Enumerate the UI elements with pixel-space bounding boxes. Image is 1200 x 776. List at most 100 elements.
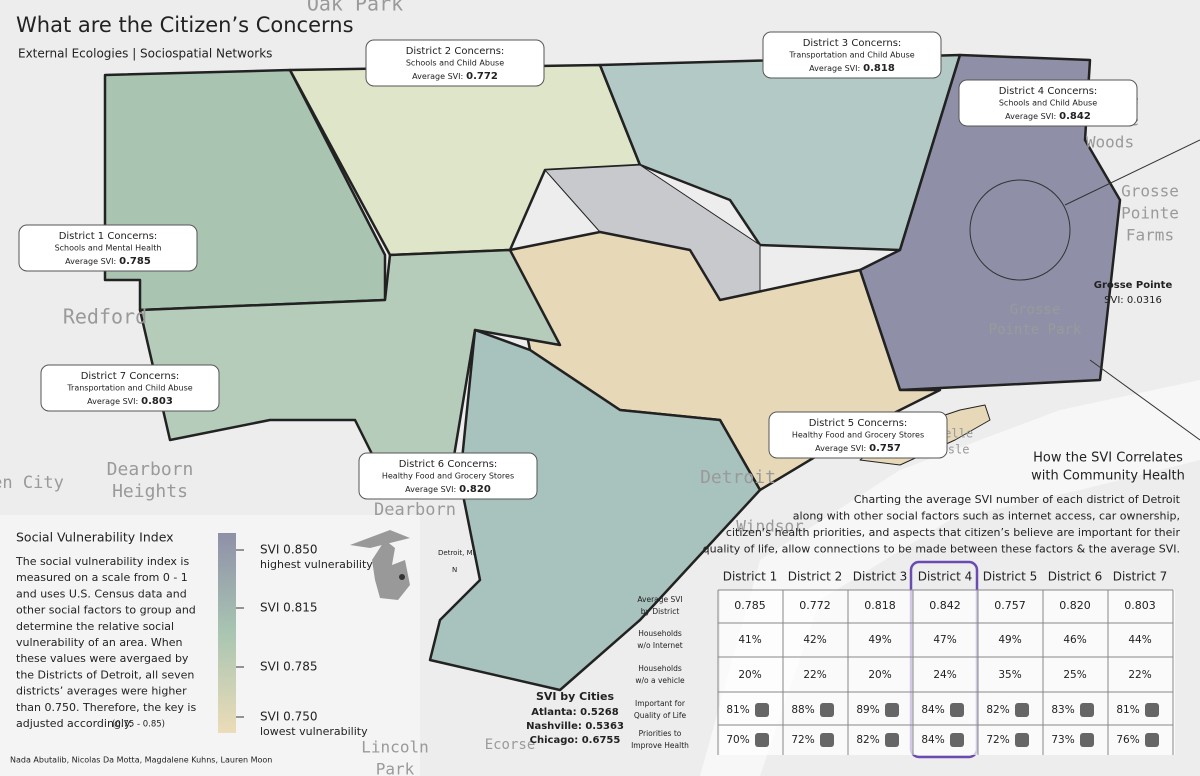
place-label: Woods: [1086, 133, 1134, 152]
row-label: w/o Internet: [637, 641, 682, 650]
city-row: Chicago: 0.6755: [530, 735, 621, 746]
grosse-pointe-svi: SVI: 0.0316: [1104, 295, 1162, 306]
table-cell: 0.818: [864, 599, 896, 612]
row-label: Priorities to: [639, 729, 682, 738]
callout-title: District 5 Concerns:: [809, 418, 908, 429]
svi-label: Average SVI:: [809, 64, 860, 73]
place-label: Redford: [63, 305, 147, 329]
callout-concern: Transportation and Child Abuse: [788, 51, 914, 60]
table-cell: 0.757: [994, 599, 1026, 612]
table-cell: 72%: [791, 734, 814, 746]
callout-svi: Average SVI: 0.785: [65, 256, 151, 267]
legend-text: determine the relative social: [16, 620, 174, 633]
table-cell: 83%: [1051, 704, 1074, 716]
correlation-title: How the SVI Correlates: [1033, 451, 1183, 466]
table-cell: 82%: [856, 734, 879, 746]
row-label: w/o a vehicle: [635, 676, 685, 685]
icon: [820, 703, 834, 717]
callout-title: District 2 Concerns:: [406, 46, 505, 57]
svi-value: 0.842: [1059, 111, 1091, 122]
table-cell: 82%: [986, 704, 1009, 716]
place-label: Lincoln: [361, 738, 428, 757]
table-cell: 42%: [803, 634, 826, 646]
table-cell: 22%: [803, 669, 826, 681]
callout-concern: Healthy Food and Grocery Stores: [382, 472, 514, 481]
legend-text: and uses U.S. Census data and: [16, 587, 187, 600]
callout-box: [768, 411, 948, 459]
legend-gradient: [218, 533, 236, 733]
detroit-dot: [399, 574, 405, 580]
table-cell: 41%: [738, 634, 761, 646]
callout-title: District 4 Concerns:: [999, 86, 1098, 97]
row-label: Households: [638, 664, 682, 673]
callout-box: [358, 452, 538, 500]
column-header: District 1: [723, 570, 778, 584]
legend-text: vulnerability of an area. When: [16, 636, 182, 649]
title: What are the Citizen’s Concerns: [16, 13, 354, 37]
svi-label: Average SVI:: [65, 257, 116, 266]
callout-concern: Transportation and Child Abuse: [66, 384, 192, 393]
district-7: [138, 248, 562, 482]
callout-svi: Average SVI: 0.818: [809, 63, 895, 74]
row-label: Households: [638, 629, 682, 638]
table-cell: 20%: [738, 669, 761, 681]
callout-box: [762, 31, 942, 79]
place-label: Pointe: [1121, 204, 1179, 223]
row-label: by District: [641, 607, 680, 616]
table-cell: 0.820: [1059, 599, 1091, 612]
table-cell: 84%: [921, 734, 944, 746]
grosse-pointe-name: Grosse Pointe: [1094, 280, 1173, 291]
table-cell: 70%: [726, 734, 749, 746]
callout-concern: Healthy Food and Grocery Stores: [792, 431, 924, 440]
callout-title: District 7 Concerns:: [81, 371, 180, 382]
legend-level-sub: highest vulnerability: [260, 558, 373, 571]
legend-level: SVI 0.785: [260, 660, 318, 674]
place-label: Dearborn: [107, 459, 194, 480]
table-cell: 81%: [1116, 704, 1139, 716]
correlation-description: citizen’s health priorities, and aspects…: [726, 526, 1181, 539]
callout-svi: Average SVI: 0.757: [815, 443, 901, 454]
legend-panel: [0, 515, 420, 776]
place-label: Grosse: [1010, 302, 1061, 318]
icon: [755, 733, 769, 747]
legend-text: the Districts of Detroit, all seven: [16, 668, 194, 681]
column-header: District 7: [1113, 570, 1168, 584]
legend-level-sub: lowest vulnerability: [260, 725, 368, 738]
place-label: Farms: [1126, 226, 1174, 245]
svi-value: 0.818: [863, 63, 895, 74]
table-cell: 88%: [791, 704, 814, 716]
correlation-title: with Community Health: [1031, 469, 1185, 484]
place-label: Detroit: [700, 467, 776, 488]
legend-level: SVI 0.815: [260, 601, 318, 615]
legend-text: measured on a scale from 0 - 1: [16, 571, 188, 584]
svi-label: Average SVI:: [405, 485, 456, 494]
callout-concern: Schools and Mental Health: [55, 244, 162, 253]
row-label: Important for: [635, 699, 686, 708]
connector: [1089, 359, 1200, 441]
callout-box: [18, 224, 198, 272]
legend-level: SVI 0.850: [260, 543, 318, 557]
table-bg: [720, 590, 1175, 755]
legend-text: other social factors to group and: [16, 604, 196, 617]
place-label: Ecorse: [485, 737, 536, 753]
callout-box: [365, 39, 545, 87]
legend-text: adjusted accordingly.: [16, 717, 132, 730]
callout-title: District 1 Concerns:: [59, 231, 158, 242]
svi-value: 0.772: [466, 71, 498, 82]
column-header: District 5: [983, 570, 1038, 584]
callout-svi: Average SVI: 0.803: [87, 396, 173, 407]
table-cell: 49%: [868, 634, 891, 646]
svi-value: 0.803: [141, 396, 173, 407]
icon: [885, 703, 899, 717]
svi-value: 0.785: [119, 256, 151, 267]
table-cell: 0.803: [1124, 599, 1156, 612]
legend-level: SVI 0.750: [260, 710, 318, 724]
callout-concern: Schools and Child Abuse: [999, 99, 1097, 108]
svi-label: Average SVI:: [87, 397, 138, 406]
table-cell: 0.785: [734, 599, 766, 612]
table-cell: 25%: [1063, 669, 1086, 681]
city-row: Nashville: 0.5363: [526, 721, 624, 732]
table-cell: 49%: [998, 634, 1021, 646]
icon: [950, 703, 964, 717]
